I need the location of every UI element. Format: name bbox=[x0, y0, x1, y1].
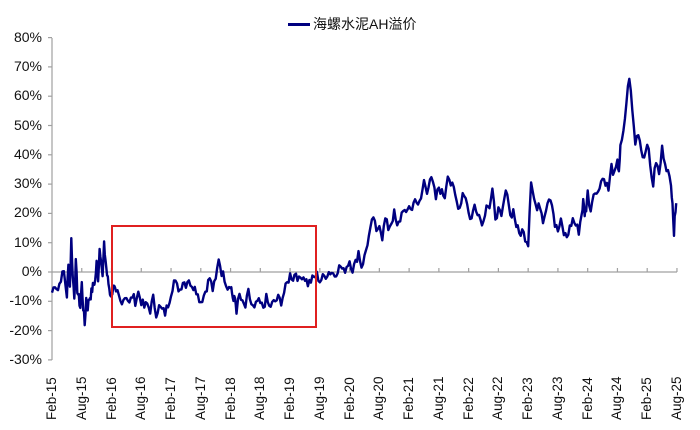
x-tick-label: Aug-24 bbox=[609, 376, 625, 420]
legend: 海螺水泥AH溢价 bbox=[288, 14, 416, 34]
x-tick-label: Aug-23 bbox=[549, 376, 565, 420]
x-tick-label: Feb-20 bbox=[341, 377, 357, 420]
y-tick-label: 10% bbox=[13, 233, 42, 250]
x-tick-label: Aug-16 bbox=[133, 376, 149, 420]
x-tick-marks bbox=[81, 268, 678, 272]
x-tick-label: Feb-24 bbox=[579, 377, 595, 420]
x-tick-label: Feb-18 bbox=[222, 377, 238, 420]
y-tick-label: -20% bbox=[9, 321, 42, 338]
y-tick-marks bbox=[48, 36, 52, 361]
x-tick-label: Aug-25 bbox=[668, 376, 684, 420]
y-tick-label: 40% bbox=[13, 145, 42, 162]
x-tick-label: Aug-20 bbox=[371, 376, 387, 420]
x-tick-label: Aug-22 bbox=[490, 376, 506, 420]
x-tick-label: Feb-17 bbox=[163, 377, 179, 420]
y-tick-label: 50% bbox=[13, 116, 42, 133]
premium-series-line bbox=[50, 77, 678, 327]
legend-line-swatch bbox=[288, 22, 310, 26]
x-tick-label: Feb-21 bbox=[401, 377, 417, 420]
y-tick-label: 60% bbox=[13, 87, 42, 104]
y-tick-label: 0% bbox=[21, 263, 42, 279]
x-tick-label: Aug-15 bbox=[73, 376, 89, 420]
y-tick-label: -10% bbox=[9, 292, 42, 309]
x-tick-label: Feb-19 bbox=[282, 377, 298, 420]
x-tick-label: Aug-18 bbox=[252, 376, 268, 420]
x-tick-label: Aug-21 bbox=[430, 376, 446, 420]
x-tick-label: Aug-19 bbox=[311, 376, 327, 420]
y-tick-label: 80% bbox=[13, 28, 42, 45]
y-tick-label: 70% bbox=[13, 57, 42, 74]
highlight-rectangle bbox=[111, 225, 317, 328]
x-tick-label: Feb-15 bbox=[44, 377, 59, 420]
x-tick-label: Feb-25 bbox=[639, 377, 655, 420]
legend-label: 海螺水泥AH溢价 bbox=[313, 16, 417, 32]
x-tick-label: Feb-22 bbox=[460, 377, 476, 420]
x-tick-label: Feb-23 bbox=[520, 377, 536, 420]
x-tick-label: Feb-16 bbox=[103, 377, 119, 420]
y-tick-label: -30% bbox=[9, 350, 42, 367]
axes bbox=[48, 36, 678, 361]
y-tick-label: 30% bbox=[13, 175, 42, 192]
x-tick-label: Aug-17 bbox=[192, 376, 208, 420]
y-tick-label: 20% bbox=[13, 204, 42, 221]
